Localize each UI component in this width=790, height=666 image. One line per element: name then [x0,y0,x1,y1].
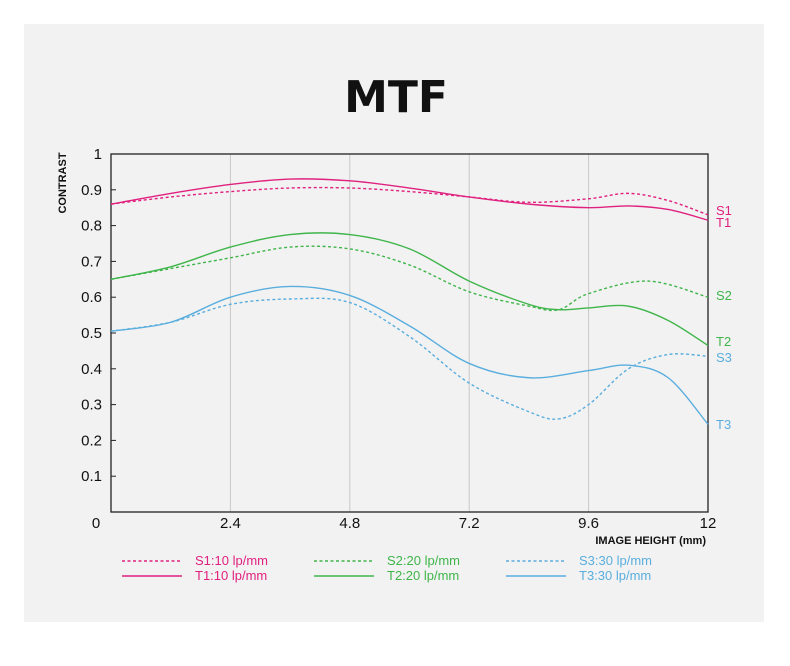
legend-label-s2: S2:20 lp/mm [387,553,460,568]
y-tick-label: 0.1 [81,468,102,485]
y-tick-label: 0.8 [81,218,102,235]
series-line-s3 [110,297,709,420]
series-line-s1 [110,186,709,216]
series-lines [110,178,709,425]
x-axis-label: IMAGE HEIGHT (mm) [595,535,706,547]
end-label-t3: T3 [716,417,731,432]
legend-label-t3: T3:30 lp/mm [579,568,651,583]
legend-label-s1: S1:10 lp/mm [195,553,268,568]
plot-frame [110,153,709,513]
end-label-s1: S1 [716,203,732,218]
y-tick-label: 0.7 [81,253,102,270]
y-tick-label: 0.2 [81,432,102,449]
y-axis-label: CONTRAST [57,152,69,213]
y-tick-label: 0.9 [81,182,102,199]
series-line-t2 [110,232,709,347]
grid [229,154,590,512]
x-tick-label: 12 [700,515,717,532]
legend-label-t1: T1:10 lp/mm [195,568,267,583]
end-label-s3: S3 [716,350,732,365]
y-tick-label: 1 [94,146,102,163]
series-line-t1 [110,178,709,221]
x-tick-label: 2.4 [220,515,241,532]
x-tick-label: 7.2 [459,515,480,532]
end-label-t1: T1 [716,215,731,230]
series-line-t3 [110,285,709,425]
chart-title: MTF [344,72,448,123]
y-tick-label: 0.5 [81,325,102,342]
y-tick-label: 0.3 [81,397,102,414]
y-tick-label: 0.4 [81,361,102,378]
end-label-t2: T2 [716,334,731,349]
x-tick-label: 9.6 [578,515,599,532]
end-label-s2: S2 [716,288,732,303]
y-tick-label: 0.6 [81,289,102,306]
legend-label-s3: S3:30 lp/mm [579,553,652,568]
tick-labels: 0.1 0.2 0.3 0.4 0.5 0.6 0.7 0.8 0.9 1 0 2.4 4.8 7.2 9.… [81,146,716,532]
chart-card [24,24,764,622]
series-line-s2 [110,245,709,312]
x-tick-label: 0 [92,515,100,532]
legend-label-t2: T2:20 lp/mm [387,568,459,583]
x-tick-label: 4.8 [339,515,360,532]
